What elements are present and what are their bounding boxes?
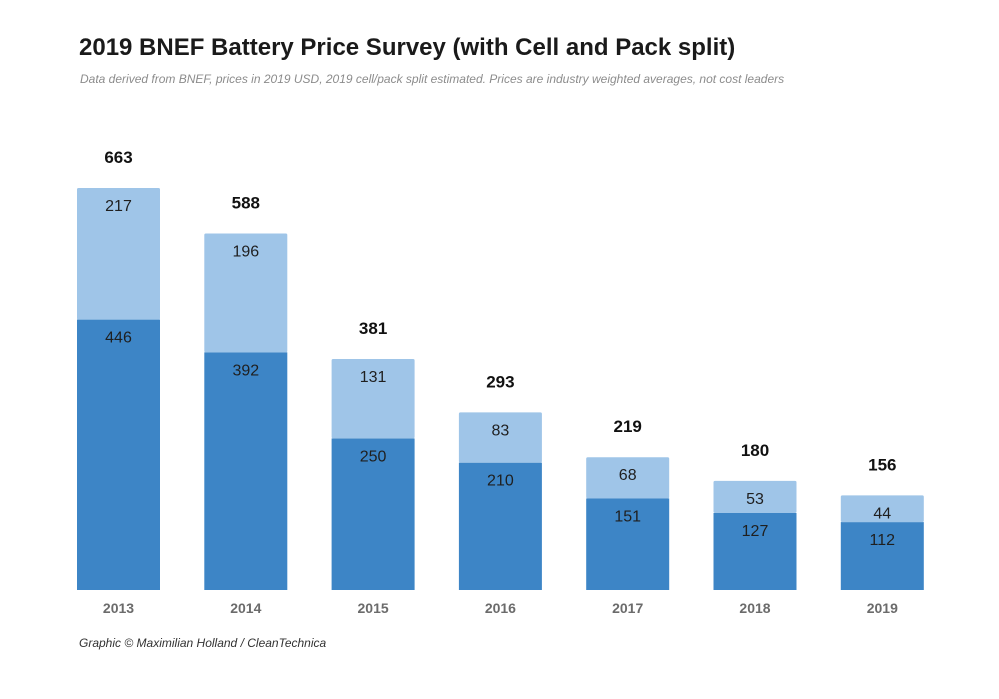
- segment-value-label: 250: [360, 448, 387, 465]
- total-value-label: 588: [232, 193, 260, 212]
- bar-segment-cell: [840, 522, 924, 590]
- x-tick-label: 2017: [612, 600, 643, 616]
- x-tick-label: 2015: [358, 600, 389, 616]
- total-value-label: 219: [614, 417, 642, 436]
- total-value-label: 156: [868, 455, 896, 474]
- bar-segment-pack: [331, 358, 415, 439]
- segment-value-label: 446: [105, 330, 132, 347]
- segment-value-label: 53: [746, 491, 764, 508]
- segment-value-label: 196: [232, 243, 259, 260]
- x-tick-label: 2016: [485, 600, 516, 616]
- total-value-label: 663: [104, 148, 132, 167]
- bar-segment-pack: [458, 412, 542, 463]
- bar-segment-pack: [713, 480, 797, 513]
- x-tick-label: 2013: [103, 600, 134, 616]
- bar-segment-cell: [204, 352, 288, 590]
- segment-value-label: 44: [873, 505, 891, 522]
- segment-value-label: 127: [742, 523, 769, 540]
- chart-title: 2019 BNEF Battery Price Survey (with Cel…: [79, 34, 736, 61]
- bar-segment-cell: [586, 498, 670, 590]
- bar-segment-cell: [713, 512, 797, 590]
- bar-segment-pack: [204, 233, 288, 353]
- segment-value-label: 83: [492, 422, 510, 439]
- segment-value-label: 210: [487, 473, 514, 490]
- bar-segment-cell: [331, 438, 415, 590]
- total-value-label: 293: [486, 372, 514, 391]
- total-value-label: 381: [359, 319, 387, 338]
- bar-segment-pack: [77, 188, 160, 320]
- chart-subtitle: Data derived from BNEF, prices in 2019 U…: [80, 72, 785, 86]
- bar-segment-pack: [586, 457, 670, 499]
- segment-value-label: 131: [360, 369, 387, 386]
- x-tick-label: 2019: [867, 600, 898, 616]
- bar-segment-cell: [77, 319, 160, 590]
- total-value-label: 180: [741, 441, 769, 460]
- credit-footer: Graphic © Maximilian Holland / CleanTech…: [79, 636, 327, 650]
- segment-value-label: 112: [870, 532, 896, 549]
- segment-value-label: 392: [232, 362, 259, 379]
- segment-value-label: 151: [614, 508, 641, 525]
- bar-segment-cell: [458, 462, 542, 590]
- x-tick-label: 2014: [230, 600, 261, 616]
- segment-value-label: 217: [105, 198, 132, 215]
- segment-value-label: 68: [619, 467, 637, 484]
- x-tick-label: 2018: [739, 600, 770, 616]
- bar-segment-pack: [840, 495, 924, 523]
